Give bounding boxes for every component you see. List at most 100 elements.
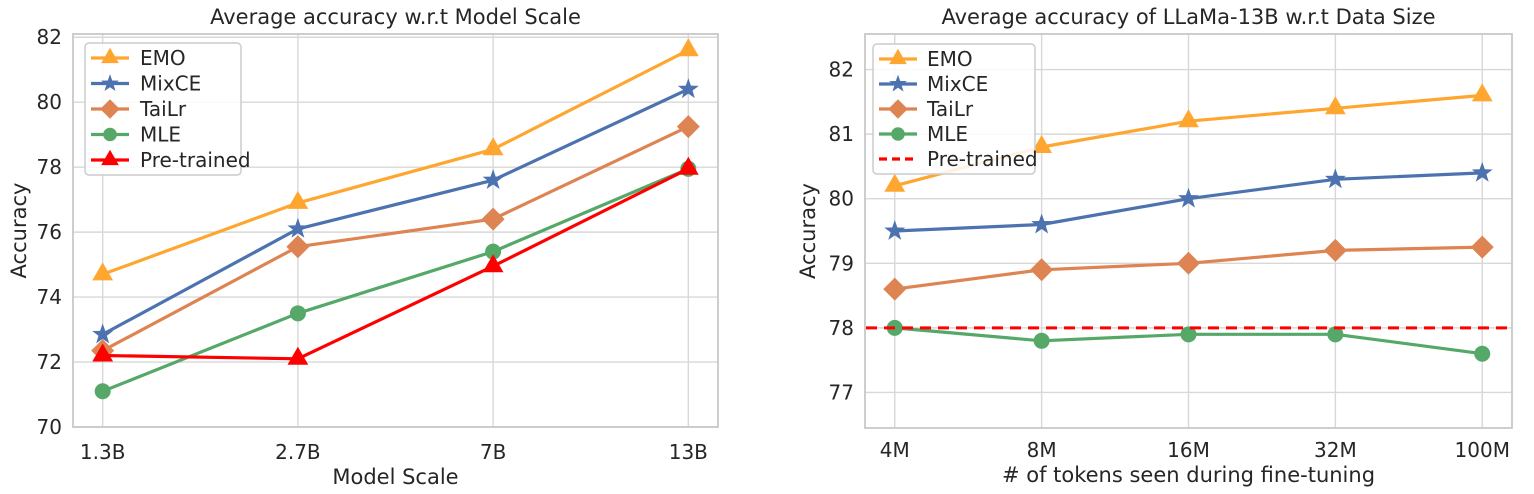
x-tick-label-1-3b: 1.3B <box>80 440 126 464</box>
legend-entry-mle: MLE <box>91 123 181 147</box>
series-marker-mixce <box>92 323 114 344</box>
chart-title: Average accuracy w.r.t Model Scale <box>210 5 581 29</box>
legend-entry-tailr: TaiLr <box>879 97 974 121</box>
legend-entry-mixce: MixCE <box>91 72 201 96</box>
series-marker-mixce <box>1471 161 1493 182</box>
series-marker-mle <box>1180 326 1197 343</box>
x-tick-label-13b: 13B <box>669 440 708 464</box>
series-marker-tailr <box>286 235 310 259</box>
legend-label-tailr: TaiLr <box>139 97 187 121</box>
chart-data-size: 4M 8M 16M 32M 100M 77 78 79 80 81 82 Average accura… <box>767 0 1534 494</box>
legend-marker-mixce <box>889 74 907 92</box>
y-tick-label-78: 78 <box>829 316 854 340</box>
y-tick-label-74: 74 <box>37 285 62 309</box>
chart-canvas-0: 1.3B 2.7B 7B 13B 70 72 74 76 78 80 82 Average accur… <box>7 5 719 489</box>
series-marker-mixce <box>1178 187 1199 208</box>
legend-entry-emo: EMO <box>91 46 186 70</box>
y-axis-label: Accuracy <box>7 183 31 279</box>
legend-entry-pre-trained: Pre-trained <box>91 148 251 172</box>
series-line-emo <box>101 48 690 276</box>
legend-box <box>84 42 242 176</box>
series-marker-emo <box>482 137 504 156</box>
legend-label-emo: EMO <box>927 47 973 71</box>
legend-marker-pre-trained <box>101 149 119 166</box>
x-tick-label-100m: 100M <box>1455 438 1510 462</box>
series-marker-tailr <box>1177 251 1200 275</box>
x-tick-label-4m: 4M <box>880 438 910 462</box>
x-axis-label: Model Scale <box>332 465 458 489</box>
series-marker-pre-trained <box>287 346 309 365</box>
legend-entry-tailr: TaiLr <box>91 97 187 121</box>
series-marker-mixce <box>1031 213 1053 234</box>
legend-marker-emo <box>101 47 119 64</box>
y-tick-label-70: 70 <box>37 415 62 439</box>
chart-model-scale: 1.3B 2.7B 7B 13B 70 72 74 76 78 80 82 Average accur… <box>7 5 719 489</box>
legend-label-tailr: TaiLr <box>926 97 974 121</box>
plot-border <box>864 33 1513 429</box>
legend-label-emo: EMO <box>140 46 186 70</box>
series-marker-mixce <box>677 78 699 99</box>
plot-border <box>72 33 719 428</box>
legend-label-mle: MLE <box>140 123 181 147</box>
series-marker-mixce <box>482 169 504 190</box>
y-tick-label-80: 80 <box>37 90 62 114</box>
legend-label-mle: MLE <box>927 122 968 146</box>
y-tick-label-82: 82 <box>37 25 62 49</box>
y-axis-label: Accuracy <box>796 183 820 279</box>
series-marker-pre-trained <box>677 156 699 175</box>
series-marker-emo <box>884 173 906 192</box>
series-marker-emo <box>1031 135 1053 154</box>
series-marker-tailr <box>1030 258 1054 282</box>
y-tick-label-82: 82 <box>829 58 854 82</box>
legend-marker-mle <box>103 127 117 142</box>
series-marker-emo <box>287 190 309 209</box>
y-tick-label-81: 81 <box>829 122 854 146</box>
series-line-pre-trained <box>101 167 690 361</box>
series-line-mixce <box>101 87 690 336</box>
series-marker-tailr <box>676 115 700 139</box>
legend-label-pre-trained: Pre-trained <box>140 148 251 172</box>
series-marker-mle <box>289 305 306 322</box>
series-line-tailr <box>101 124 690 353</box>
legend-marker-mixce <box>101 74 119 92</box>
series-marker-emo <box>677 38 699 57</box>
legend-entry-mle: MLE <box>879 122 968 146</box>
series-marker-mle <box>1327 326 1344 343</box>
legend-label-mixce: MixCE <box>140 72 201 96</box>
y-tick-label-80: 80 <box>829 187 854 211</box>
legend-entry-pre-trained: Pre-trained <box>879 147 1038 171</box>
series-marker-mixce <box>884 220 906 240</box>
series-marker-mle <box>94 383 111 400</box>
x-tick-label-2-7b: 2.7B <box>275 440 321 464</box>
series-marker-pre-trained <box>92 343 114 362</box>
legend-entry-mixce: MixCE <box>879 72 988 96</box>
legend-marker-mle <box>891 127 905 141</box>
series-marker-emo <box>92 262 114 281</box>
legend-label-pre-trained: Pre-trained <box>927 147 1038 171</box>
y-tick-label-77: 77 <box>829 380 854 404</box>
series-marker-pre-trained <box>482 254 504 273</box>
y-tick-label-72: 72 <box>37 350 62 374</box>
series-marker-tailr <box>1470 235 1494 259</box>
y-tick-label-79: 79 <box>829 251 854 275</box>
legend-label-mixce: MixCE <box>927 72 988 96</box>
y-tick-label-78: 78 <box>37 155 62 179</box>
x-tick-label-7b: 7B <box>480 440 506 464</box>
series-line-mle <box>101 167 690 393</box>
series-marker-mixce <box>287 217 309 238</box>
chart-title: Average accuracy of LLaMa-13B w.r.t Data… <box>941 5 1435 29</box>
legend-marker-emo <box>889 48 907 65</box>
legend-marker-tailr <box>888 99 908 119</box>
series-marker-emo <box>1471 83 1493 102</box>
x-tick-label-16m: 16M <box>1167 438 1210 462</box>
series-marker-emo <box>1178 109 1199 128</box>
x-axis-label: # of tokens seen during fine-tuning <box>1002 463 1375 487</box>
chart-canvas-1: 4M 8M 16M 32M 100M 77 78 79 80 81 82 Average accura… <box>796 5 1513 487</box>
series-marker-mle <box>1033 332 1050 349</box>
series-marker-emo <box>1324 96 1346 115</box>
series-marker-mle <box>1474 345 1491 362</box>
y-tick-label-76: 76 <box>37 220 62 244</box>
